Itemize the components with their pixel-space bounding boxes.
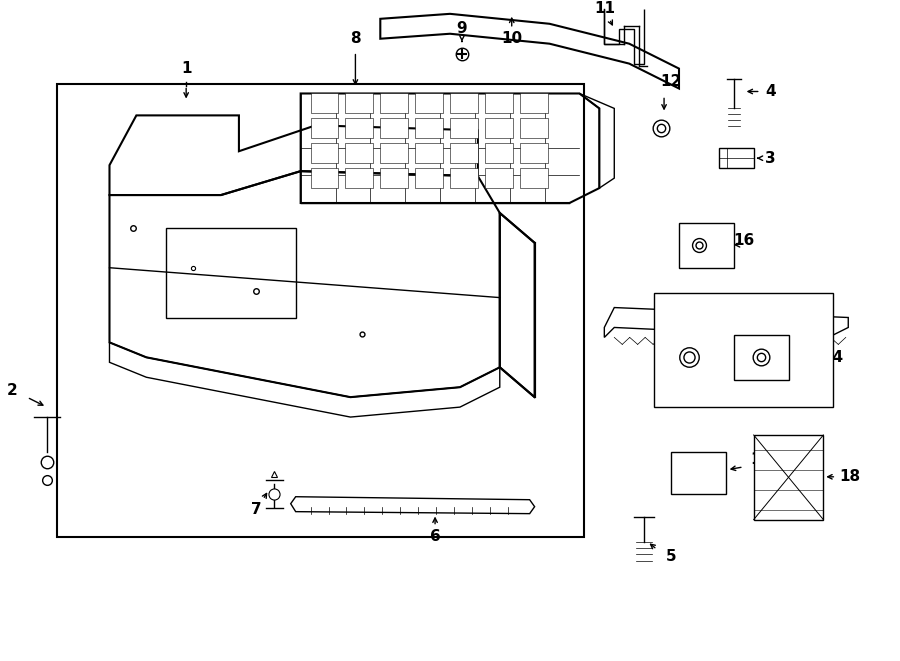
Bar [415,143,443,163]
Text: 14: 14 [823,350,844,365]
Bar [346,118,374,138]
Bar [415,168,443,188]
Bar [450,118,478,138]
Bar [654,293,833,407]
Text: 16: 16 [734,233,754,249]
Bar [310,118,338,138]
Bar [450,168,478,188]
Text: 15: 15 [663,313,685,328]
Text: 13: 13 [800,313,821,328]
Bar [450,93,478,114]
Bar [734,335,788,380]
Bar [310,168,338,188]
Bar [671,452,725,494]
Text: 3: 3 [765,151,776,166]
Text: 8: 8 [350,31,361,46]
Bar [310,93,338,114]
Text: 17: 17 [750,452,771,467]
Text: 5: 5 [666,549,676,564]
Text: 6: 6 [429,529,440,544]
Bar [519,143,547,163]
Bar [519,118,547,138]
Text: 9: 9 [456,21,467,36]
Bar [415,118,443,138]
Bar [679,223,734,268]
Bar [381,93,409,114]
Bar [310,143,338,163]
Bar [57,83,584,537]
Bar [346,168,374,188]
Bar [381,143,409,163]
Text: 18: 18 [840,469,860,485]
Text: 1: 1 [181,61,192,76]
Bar [485,118,513,138]
Bar [485,143,513,163]
Bar [450,143,478,163]
Text: 10: 10 [501,31,522,46]
Bar [485,93,513,114]
Bar [519,168,547,188]
Text: 2: 2 [6,383,17,398]
Bar [346,143,374,163]
Text: 12: 12 [661,74,681,89]
Bar [519,93,547,114]
Bar [485,168,513,188]
Bar [166,228,296,317]
Bar [346,93,374,114]
Bar [381,168,409,188]
Text: 4: 4 [765,84,776,99]
Text: 7: 7 [250,502,261,517]
Bar [753,435,824,520]
Text: 11: 11 [594,1,615,17]
Bar [719,148,753,168]
Bar [415,93,443,114]
Bar [381,118,409,138]
